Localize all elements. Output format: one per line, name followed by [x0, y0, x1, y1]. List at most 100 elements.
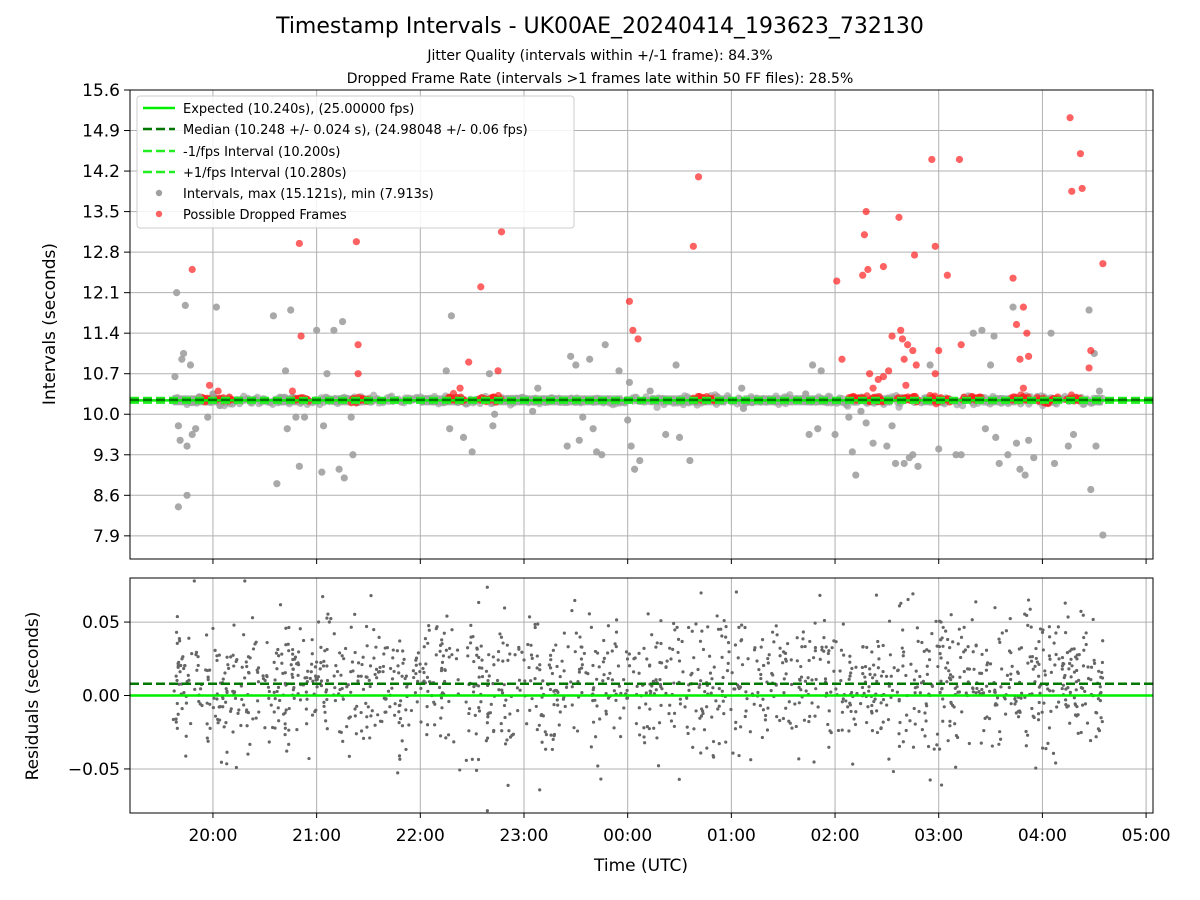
residual-point [940, 686, 944, 691]
residual-point [500, 691, 505, 695]
residual-point [1054, 761, 1058, 765]
residual-point [1004, 629, 1009, 633]
residual-point [647, 727, 651, 731]
residual-point [763, 713, 768, 718]
residual-point [1032, 715, 1036, 720]
residual-point [642, 726, 646, 730]
residual-point [964, 691, 968, 695]
residual-point [705, 705, 709, 709]
residual-point [450, 653, 454, 657]
residual-point [765, 728, 770, 732]
residual-point [245, 664, 249, 669]
interval-outlier-4 [176, 436, 184, 444]
residual-point [195, 668, 199, 672]
residual-point [757, 667, 761, 672]
residual-point [812, 760, 816, 764]
residual-point [229, 707, 233, 711]
residual-point [386, 689, 391, 693]
residual-point [327, 620, 331, 624]
residual-point [647, 664, 652, 668]
residual-point [551, 737, 555, 742]
residual-point [900, 646, 904, 650]
residual-point [1098, 699, 1103, 703]
residual-point [502, 606, 507, 610]
dropped-outlier-7 [354, 341, 362, 349]
residual-point [322, 704, 326, 708]
residual-point [465, 646, 470, 650]
residual-point [701, 711, 705, 716]
residual-point [1060, 686, 1064, 691]
residual-point [753, 646, 757, 650]
residual-point [767, 653, 771, 657]
residual-point [505, 643, 509, 647]
residual-point [284, 643, 288, 647]
residual-point [480, 666, 484, 670]
residual-point [868, 667, 872, 671]
residual-point [816, 705, 820, 709]
residual-point [914, 669, 918, 673]
residual-point [256, 699, 260, 703]
legend-label-minus-interval: -1/fps Interval (10.200s) [183, 145, 340, 160]
residual-point [1063, 601, 1067, 605]
residual-point [1085, 721, 1090, 725]
residual-point [499, 635, 504, 639]
interval-outlier-104 [1012, 439, 1021, 447]
residual-point [632, 657, 636, 661]
residual-point [467, 729, 471, 733]
residual-point [385, 646, 389, 650]
residual-point [499, 721, 503, 726]
residual-point [440, 706, 444, 710]
residual-point [535, 727, 539, 732]
interval-outlier-35 [349, 451, 357, 459]
residual-point [687, 688, 691, 692]
residual-point [1068, 690, 1072, 694]
residual-point [867, 689, 871, 693]
interval-point [653, 403, 661, 412]
residual-point [326, 612, 330, 616]
residual-point [577, 670, 581, 674]
residual-point [694, 622, 698, 626]
residual-point [198, 702, 202, 706]
residual-point [743, 714, 747, 719]
residual-point [217, 705, 221, 709]
residual-point [251, 717, 255, 721]
legend-label-median: Median (10.248 +/- 0.024 s), (24.98048 +… [183, 123, 528, 138]
dropped-outlier-42 [931, 242, 939, 250]
residual-point [251, 647, 256, 651]
residual-point [286, 642, 290, 646]
residual-point [416, 651, 421, 655]
residual-point [959, 635, 964, 639]
interval-outlier-43 [491, 410, 499, 418]
residual-point [536, 622, 540, 626]
residual-point [439, 696, 444, 700]
residual-point [341, 697, 345, 701]
residual-point [1092, 661, 1097, 666]
interval-outlier-45 [534, 384, 542, 392]
residual-point [1017, 709, 1022, 713]
residual-point [225, 655, 229, 659]
residual-point [334, 663, 338, 668]
residual-point [699, 751, 703, 755]
interval-outlier-71 [802, 390, 810, 398]
residual-point [283, 732, 287, 737]
residual-point [561, 697, 565, 701]
residual-point [637, 706, 641, 710]
residual-point [799, 688, 803, 692]
residual-point [786, 641, 790, 646]
residual-point [415, 700, 419, 704]
residual-point [1041, 648, 1045, 652]
residual-point [761, 697, 765, 701]
residual-point [841, 697, 845, 701]
residual-point [527, 665, 531, 670]
residual-point [672, 711, 677, 715]
residual-point [175, 641, 179, 645]
interval-outlier-10 [186, 361, 195, 369]
dropped-outlier-39 [910, 251, 919, 259]
residual-point [901, 654, 905, 658]
residual-point [799, 664, 803, 669]
residual-point [345, 725, 349, 729]
residual-point [204, 633, 209, 637]
residual-point [799, 675, 804, 679]
residual-point [865, 720, 869, 725]
residual-point [643, 741, 647, 745]
